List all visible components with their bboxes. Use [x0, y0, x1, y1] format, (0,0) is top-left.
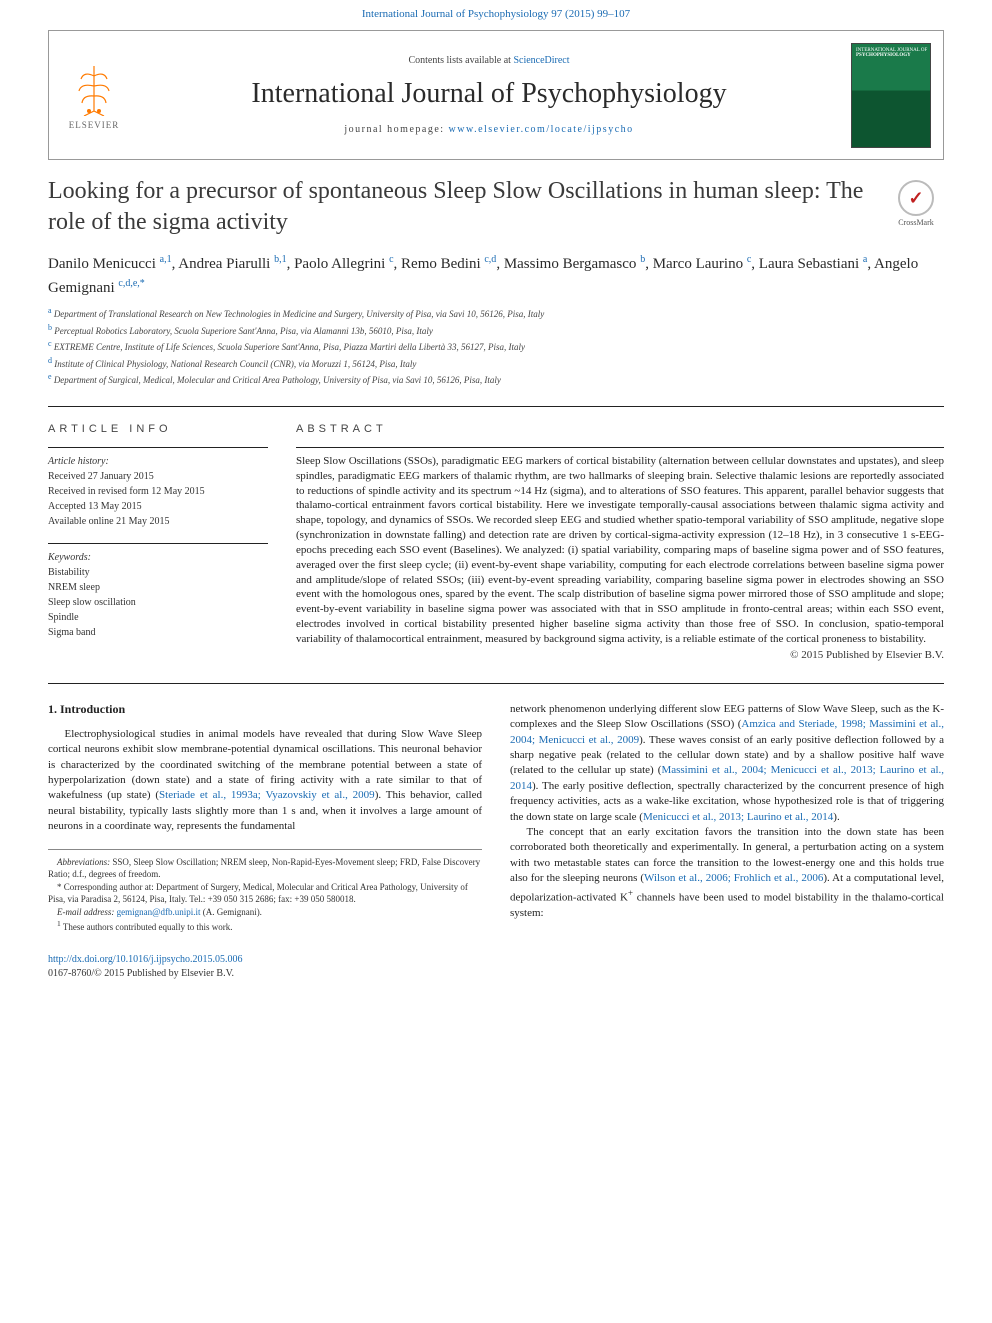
contents-line: Contents lists available at ScienceDirec…	[139, 55, 839, 66]
abstract-copyright: © 2015 Published by Elsevier B.V.	[296, 649, 944, 661]
abbreviations: Abbreviations: SSO, Sleep Slow Oscillati…	[48, 856, 482, 881]
sciencedirect-link[interactable]: ScienceDirect	[513, 55, 569, 66]
author-list: Danilo Menicucci a,1, Andrea Piarulli b,…	[48, 252, 944, 299]
doi-link[interactable]: http://dx.doi.org/10.1016/j.ijpsycho.201…	[48, 954, 243, 965]
journal-citation[interactable]: International Journal of Psychophysiolog…	[0, 0, 992, 24]
elsevier-logo[interactable]: ELSEVIER	[49, 53, 139, 138]
crossmark-icon: ✓	[898, 180, 934, 216]
elsevier-label: ELSEVIER	[57, 120, 131, 130]
keywords: Keywords: BistabilityNREM sleepSleep slo…	[48, 543, 268, 640]
body-right-column: network phenomenon underlying different …	[510, 702, 944, 933]
homepage-link[interactable]: www.elsevier.com/locate/ijpsycho	[449, 124, 634, 135]
intro-para-left: Electrophysiological studies in animal m…	[48, 727, 482, 835]
author-email-link[interactable]: gemignan@dfb.unipi.it	[117, 907, 201, 917]
abstract-label: abstract	[296, 423, 944, 435]
article-info-label: article info	[48, 423, 268, 435]
homepage-line: journal homepage: www.elsevier.com/locat…	[139, 124, 839, 135]
journal-name: International Journal of Psychophysiolog…	[139, 78, 839, 110]
corresponding-author: * Corresponding author at: Department of…	[48, 881, 482, 906]
header-center: Contents lists available at ScienceDirec…	[139, 47, 839, 143]
page-footer: http://dx.doi.org/10.1016/j.ijpsycho.201…	[48, 953, 944, 981]
equal-contribution: 1 These authors contributed equally to t…	[48, 919, 482, 934]
article-info-column: article info Article history: Received 2…	[48, 423, 268, 661]
journal-cover-thumbnail[interactable]: INTERNATIONAL JOURNAL OF PSYCHOPHYSIOLOG…	[851, 43, 931, 148]
abstract-column: abstract Sleep Slow Oscillations (SSOs),…	[296, 423, 944, 661]
intro-para-right-2: The concept that an early excitation fav…	[510, 825, 944, 921]
cover-title: INTERNATIONAL JOURNAL OF PSYCHOPHYSIOLOG…	[856, 48, 927, 59]
email-line: E-mail address: gemignan@dfb.unipi.it (A…	[48, 906, 482, 919]
article-title: Looking for a precursor of spontaneous S…	[48, 176, 872, 238]
affiliations: a Department of Translational Research o…	[48, 305, 944, 388]
journal-header: ELSEVIER Contents lists available at Sci…	[48, 30, 944, 160]
body-left-column: 1. Introduction Electrophysiological stu…	[48, 702, 482, 933]
issn-copyright: 0167-8760/© 2015 Published by Elsevier B…	[48, 968, 234, 979]
introduction-heading: 1. Introduction	[48, 702, 482, 717]
crossmark-badge[interactable]: ✓ CrossMark	[888, 180, 944, 227]
article-history: Article history: Received 27 January 201…	[48, 447, 268, 529]
info-abstract-row: article info Article history: Received 2…	[48, 406, 944, 661]
intro-para-right-1: network phenomenon underlying different …	[510, 702, 944, 825]
footnotes: Abbreviations: SSO, Sleep Slow Oscillati…	[48, 849, 482, 934]
abstract-text: Sleep Slow Oscillations (SSOs), paradigm…	[296, 447, 944, 647]
elsevier-tree-icon	[69, 61, 119, 116]
body-two-column: 1. Introduction Electrophysiological stu…	[48, 683, 944, 933]
